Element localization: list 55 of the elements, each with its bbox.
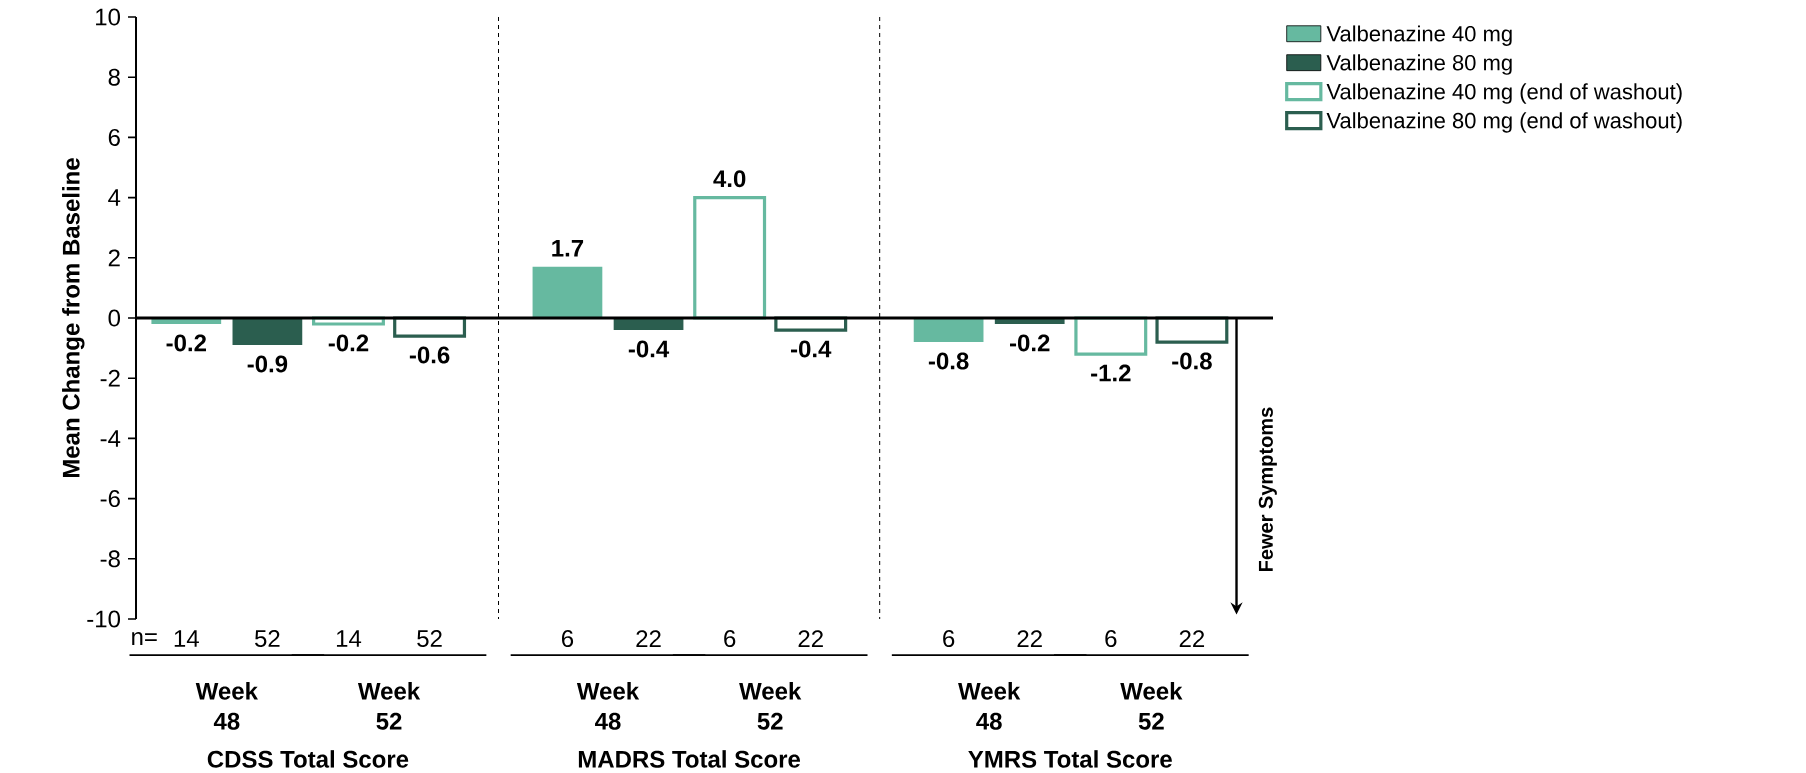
legend-label: Valbenazine 40 mg bbox=[1326, 25, 1512, 46]
bar bbox=[613, 318, 684, 331]
bar bbox=[913, 318, 984, 343]
y-tick-label: 8 bbox=[108, 68, 120, 86]
text: 6 bbox=[562, 630, 574, 648]
y-tick-label: 6 bbox=[108, 128, 120, 146]
text: 22 bbox=[1179, 630, 1205, 647]
y-tick-label: -6 bbox=[100, 490, 120, 508]
text: n= bbox=[132, 632, 157, 646]
x-tick-label: Week 52 bbox=[1120, 682, 1183, 730]
text: 22 bbox=[1017, 630, 1042, 647]
y-tick-label: 0 bbox=[108, 309, 121, 327]
data-label: 1.7 bbox=[552, 239, 584, 257]
x-tick-label: Week 52 bbox=[357, 682, 421, 730]
y-tick-label: -4 bbox=[100, 430, 121, 447]
text: 6 bbox=[1105, 630, 1117, 648]
data-label: -0.9 bbox=[247, 355, 288, 373]
legend-label: Valbenazine 40 mg (end of washout) bbox=[1326, 83, 1682, 104]
data-label: 4.0 bbox=[713, 170, 746, 188]
data-label: -0.4 bbox=[791, 340, 832, 358]
text: 6 bbox=[943, 630, 955, 648]
data-label: -0.4 bbox=[628, 340, 670, 358]
y-tick-label: 2 bbox=[108, 249, 120, 267]
data-label: -0.8 bbox=[928, 352, 969, 370]
text: 14 bbox=[174, 630, 199, 647]
legend-label: Valbenazine 80 mg (end of washout) bbox=[1326, 112, 1682, 133]
y-tick-label: 4 bbox=[108, 189, 121, 206]
text: CDSS Total Score bbox=[207, 750, 409, 768]
x-tick-label: Week 48 bbox=[195, 682, 258, 730]
text: 52 bbox=[417, 630, 442, 648]
bar bbox=[232, 318, 303, 346]
data-label: -0.2 bbox=[328, 334, 369, 352]
data-label: -0.6 bbox=[409, 346, 450, 364]
data-label: -0.8 bbox=[1172, 352, 1212, 370]
data-label: -0.2 bbox=[166, 334, 206, 352]
annotation: Fewer Symptoms bbox=[1258, 407, 1277, 572]
data-label: -1.2 bbox=[1091, 364, 1131, 382]
x-tick-label: Week 52 bbox=[739, 682, 802, 730]
legend-label: Valbenazine 80 mg bbox=[1326, 54, 1512, 75]
text: 14 bbox=[336, 630, 362, 647]
bar bbox=[532, 266, 603, 319]
text: YMRS Total Score bbox=[968, 750, 1172, 768]
text: 22 bbox=[798, 630, 823, 647]
y-tick-label: -10 bbox=[87, 610, 121, 628]
text: MADRS Total Score bbox=[578, 750, 801, 768]
y-tick-label: 10 bbox=[96, 8, 121, 26]
text: 22 bbox=[636, 630, 661, 647]
y-axis-title: Mean Change from Baseline bbox=[62, 158, 85, 478]
y-tick-label: -2 bbox=[100, 369, 120, 387]
text: 52 bbox=[255, 630, 280, 648]
y-tick-label: -8 bbox=[100, 550, 120, 568]
x-tick-label: Week 48 bbox=[958, 682, 1021, 730]
data-label: -0.2 bbox=[1009, 334, 1050, 352]
text: 6 bbox=[724, 630, 736, 648]
x-tick-label: Week 48 bbox=[576, 682, 640, 730]
